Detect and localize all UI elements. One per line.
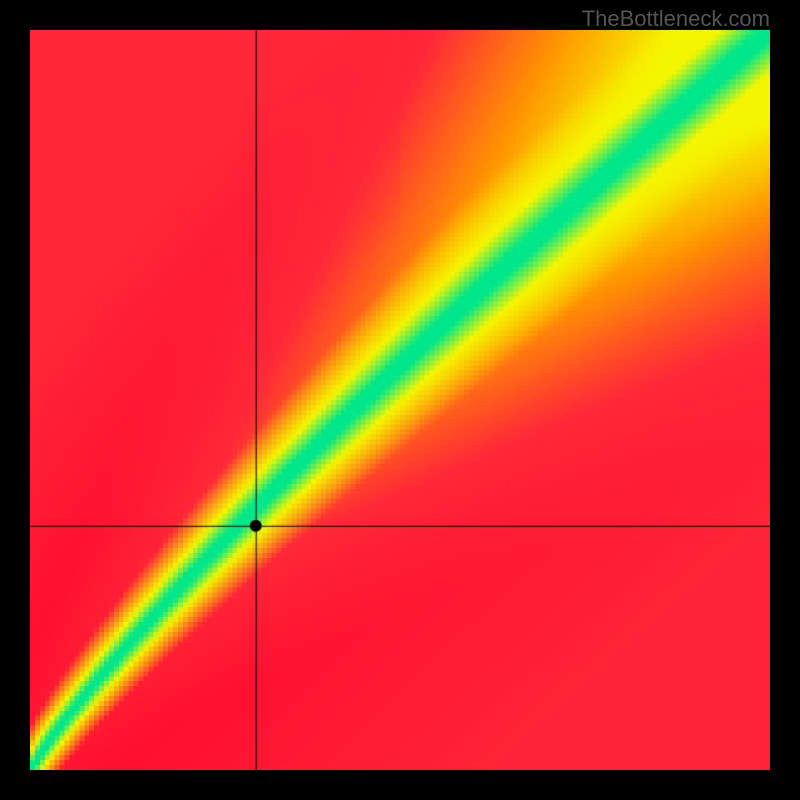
watermark-text: TheBottleneck.com xyxy=(582,6,770,32)
crosshair-overlay xyxy=(30,30,770,770)
